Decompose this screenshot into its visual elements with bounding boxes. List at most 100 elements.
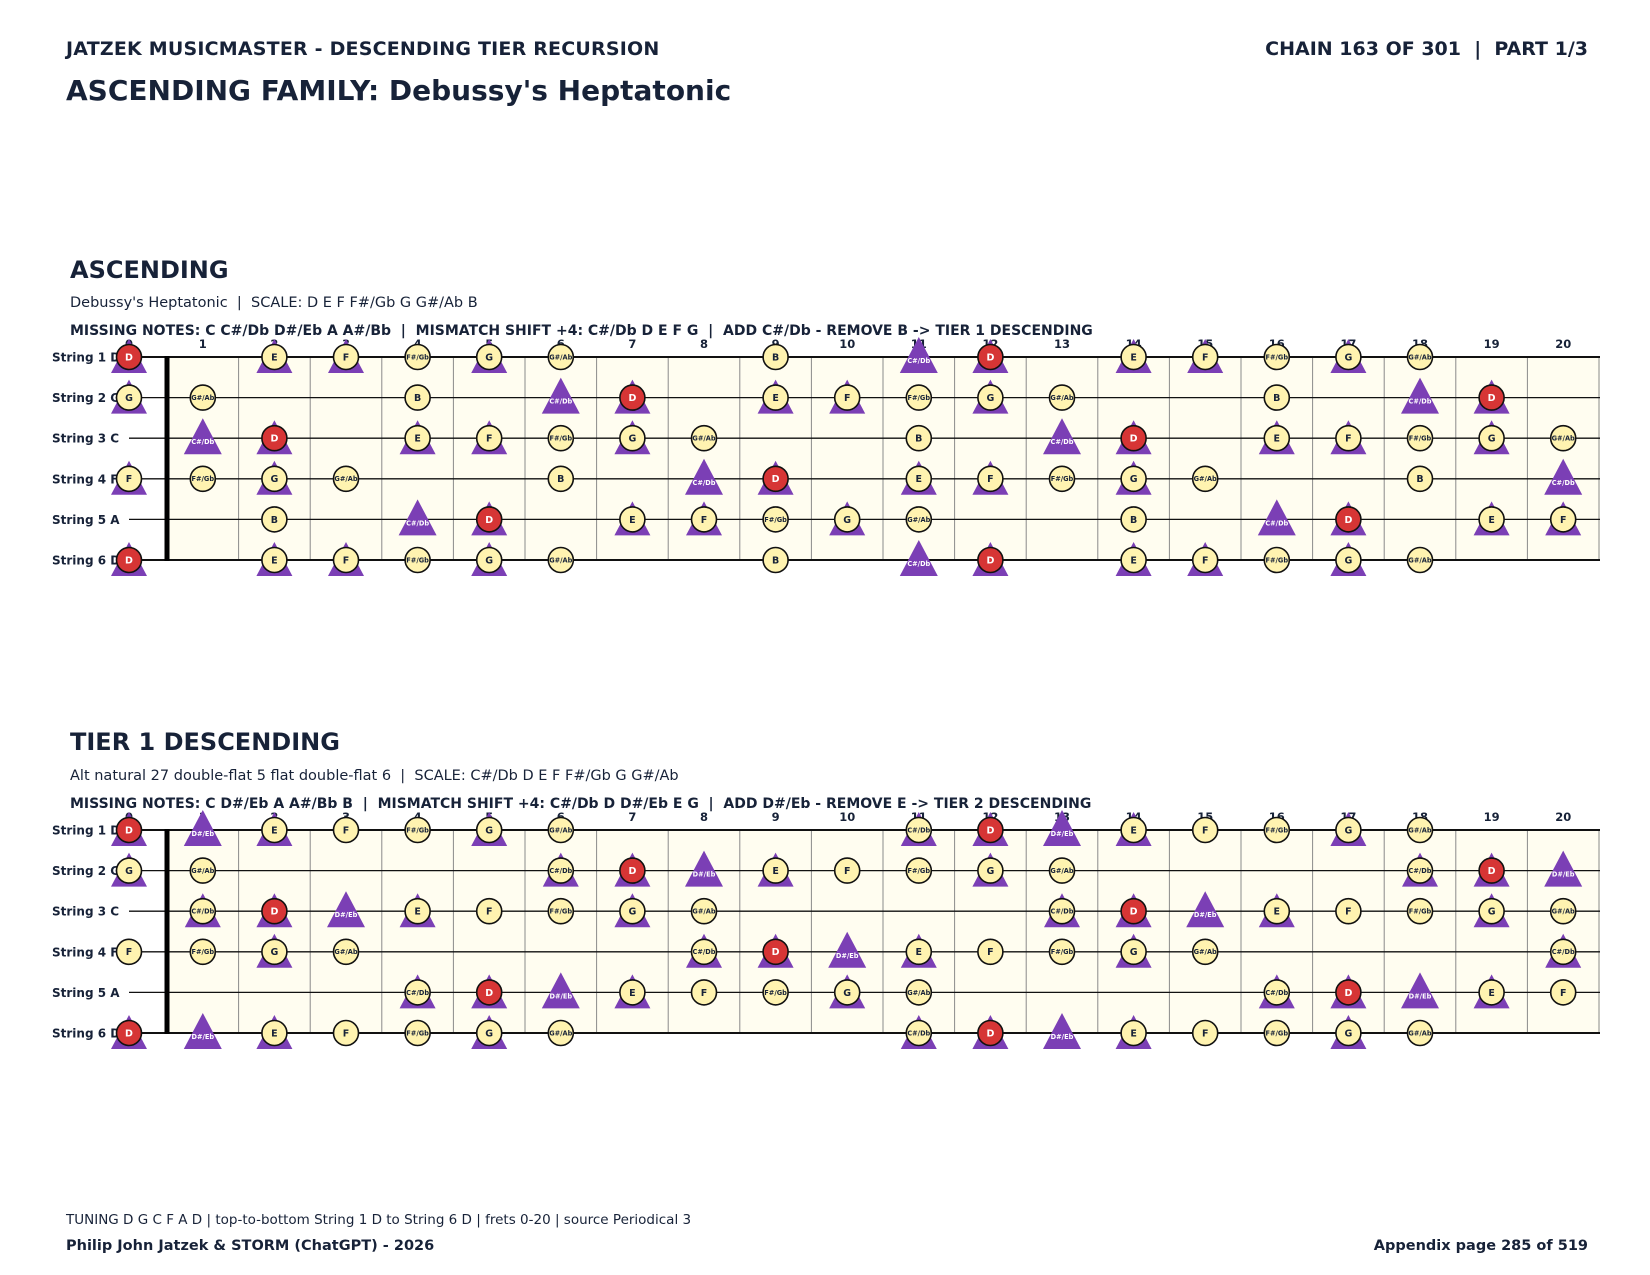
scale-note-circle — [1263, 816, 1291, 844]
root-note-circle — [261, 424, 288, 452]
note-label: F — [987, 474, 994, 485]
note-label: F — [126, 947, 133, 958]
note-label: D#/Eb — [1409, 992, 1432, 1000]
note-label: D — [125, 555, 133, 566]
scale-note-circle — [1406, 816, 1434, 844]
note-label: D — [485, 988, 493, 999]
note-label: B — [271, 515, 278, 526]
note-marker: D#/Eb — [183, 1013, 222, 1049]
note-marker: D#/Eb — [1544, 850, 1583, 887]
root-note-circle — [1120, 424, 1147, 452]
string-label: String 5 A — [52, 986, 120, 1000]
scale-note-circle — [1263, 343, 1291, 371]
note-marker: D#/Eb — [1043, 810, 1081, 846]
note-label: G#/Ab — [692, 435, 715, 443]
note-marker: F#/Gb — [1263, 1019, 1291, 1047]
note-label: F — [343, 1028, 350, 1039]
scale-note-circle — [547, 546, 575, 574]
string-label: String 6 D — [52, 554, 120, 568]
note-label: G#/Ab — [549, 1029, 572, 1037]
note-marker: G — [471, 542, 508, 576]
note-label: C#/Db — [1409, 867, 1432, 875]
note-label: D — [1344, 515, 1352, 526]
fret-number: 20 — [1555, 810, 1571, 824]
scale-note-circle — [261, 938, 288, 966]
note-marker: D#/Eb — [685, 850, 723, 887]
root-note-circle — [1478, 857, 1505, 884]
note-marker: E — [1115, 1015, 1152, 1049]
scale-note-circle — [332, 343, 360, 371]
scale-note-circle — [1549, 506, 1577, 533]
page-title: ASCENDING FAMILY: Debussy's Heptatonic — [66, 74, 732, 107]
note-marker: G — [1330, 542, 1367, 576]
note-marker: F — [1191, 1019, 1219, 1047]
fret-number: 8 — [700, 337, 708, 351]
scale-note-circle — [690, 897, 718, 925]
scale-note-circle — [261, 506, 288, 533]
root-note-circle — [977, 546, 1004, 574]
note-label: B — [915, 434, 922, 445]
note-marker: D — [111, 812, 147, 846]
note-marker: C#/Db — [1545, 933, 1582, 968]
fret-number: 13 — [1054, 337, 1070, 351]
note-label: D#/Eb — [693, 871, 716, 879]
scale-note-circle — [1335, 1019, 1362, 1047]
note-marker: C#/Db — [183, 418, 222, 455]
note-label: C#/Db — [907, 560, 930, 568]
note-label: G — [485, 825, 493, 836]
scale-note-circle — [404, 816, 431, 844]
note-marker: F — [690, 979, 718, 1006]
note-marker: B — [547, 465, 575, 493]
root-note-circle — [619, 384, 646, 411]
note-marker: F — [1187, 339, 1224, 373]
note-marker: G#/Ab — [1549, 897, 1577, 925]
note-marker: F#/Gb — [1048, 938, 1076, 966]
note-label: C#/Db — [1552, 948, 1575, 956]
shift-triangle — [1544, 850, 1583, 887]
note-label: C#/Db — [406, 519, 429, 527]
note-label: D — [628, 866, 636, 877]
note-marker: G#/Ab — [332, 938, 360, 966]
scale-note-circle — [1191, 465, 1219, 493]
scale-note-circle — [404, 1019, 431, 1047]
scale-note-circle — [1048, 857, 1076, 884]
scale-note-circle — [1048, 897, 1076, 925]
fret-number: 10 — [839, 810, 855, 824]
string-label: String 6 D — [52, 1027, 120, 1041]
note-marker: C#/Db — [900, 1015, 937, 1049]
scale-note-circle — [977, 465, 1004, 493]
note-marker: G — [111, 379, 147, 414]
note-marker: G#/Ab — [1048, 384, 1076, 411]
note-label: G#/Ab — [549, 556, 572, 564]
note-marker: E — [614, 974, 651, 1009]
note-marker: D#/Eb — [828, 931, 867, 968]
scale-note-circle — [1048, 384, 1076, 411]
note-label: F — [486, 434, 493, 445]
scale-note-circle — [475, 424, 503, 452]
note-marker: B — [404, 384, 431, 411]
note-label: G#/Ab — [1194, 475, 1217, 483]
scale-note-circle — [1263, 897, 1291, 925]
note-label: D — [772, 474, 780, 485]
note-label: E — [414, 434, 421, 445]
note-marker: B — [905, 424, 933, 452]
scale-note-circle — [261, 465, 288, 493]
note-marker: G — [471, 1015, 508, 1049]
note-marker: D#/Eb — [1401, 972, 1439, 1009]
note-label: E — [1130, 1028, 1137, 1039]
nut — [164, 829, 170, 1034]
note-marker: D#/Eb — [1043, 1013, 1081, 1049]
note-marker: F — [332, 1019, 360, 1047]
note-label: G — [1130, 474, 1138, 485]
fret-number: 9 — [772, 810, 780, 824]
root-note-circle — [762, 938, 789, 966]
note-label: G — [843, 988, 851, 999]
root-note-circle — [115, 816, 143, 844]
note-label: D — [270, 434, 278, 445]
shift-triangle — [1401, 972, 1439, 1009]
scale-note-circle — [1191, 1019, 1219, 1047]
scale-note-circle — [1120, 816, 1147, 844]
scale-note-circle — [762, 979, 789, 1006]
note-marker: B — [1406, 465, 1434, 493]
scale-note-circle — [977, 857, 1004, 884]
